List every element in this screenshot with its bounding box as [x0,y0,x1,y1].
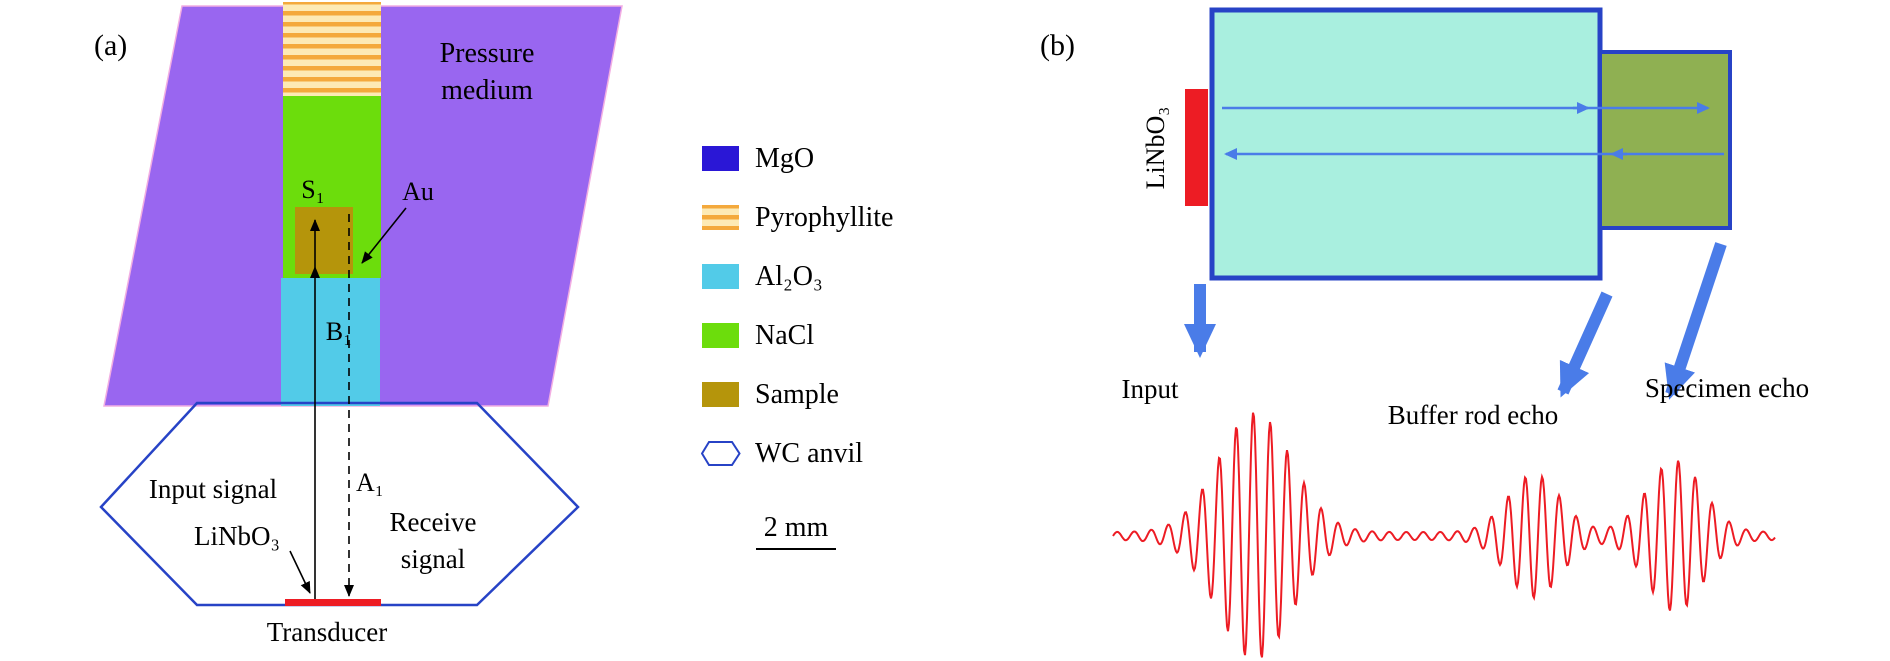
receive-signal-label-line2: signal [401,544,466,574]
pyrophyllite-block [283,2,381,96]
b1-label: B₁ [326,317,352,346]
wc-anvil-swatch-icon [701,441,741,466]
a1-label: A₁ [356,468,384,497]
wc-anvil-outline [99,401,580,607]
scale-bar: 2 mm [756,512,836,550]
nacl-swatch-icon [702,323,739,348]
linbo3-label-b: LiNbO₃ [1141,107,1170,190]
pyrophyllite-swatch-icon [702,205,739,230]
receive-signal-label-line1: Receive [390,507,477,537]
buffer-rod-echo-label: Buffer rod echo [1388,400,1558,430]
pressure-medium-label-line1: Pressure [440,38,535,69]
echo-waveform [1112,412,1776,658]
sample-swatch-icon [702,382,739,407]
legend-item-wc-anvil: WC anvil [701,438,893,469]
input-signal-label: Input signal [149,474,277,504]
wc-anvil-swatch-hexagon [701,441,741,466]
legend-label-nacl: NaCl [755,320,815,351]
legend-item-al2o3: Al₂O₃ [701,261,893,292]
pressure-medium-label-line2: medium [441,75,533,106]
pyrophyllite-swatch-rect [702,205,739,230]
panel-a-tag: (a) [94,29,127,62]
legend: MgO Pyrophyllite Al₂O₃ NaCl Sample [701,145,893,499]
al2o3-swatch-icon [702,264,739,289]
legend-label-wc-anvil: WC anvil [755,438,864,469]
au-pointer-line [361,207,407,264]
al2o3-swatch-rect [702,264,739,289]
au-label: Au [402,177,434,206]
scale-bar-label: 2 mm [763,512,829,543]
specimen-echo-label: Specimen echo [1645,373,1809,403]
legend-label-pyrophyllite: Pyrophyllite [755,202,894,233]
buffer-rod-echo-arrow [1557,291,1613,398]
panel-b-tag: (b) [1040,29,1075,62]
sample-block [295,207,353,274]
al2o3-block [281,278,380,406]
mgo-swatch-rect [702,146,739,171]
linbo3-transducer-bar [1185,89,1208,206]
input-label: Input [1122,374,1179,404]
panel-b: (b) LiNbO₃ Input Buffer rod echo Specime… [1040,7,1809,658]
specimen-block [1598,50,1732,230]
legend-item-pyrophyllite: Pyrophyllite [701,202,894,233]
specimen-echo-arrow [1664,242,1727,400]
buffer-rod [1209,7,1603,281]
transducer-label: Transducer [267,617,388,647]
legend-item-nacl: NaCl [701,320,893,351]
linbo3-label-a: LiNbO₃ [194,521,280,551]
nacl-swatch-rect [702,323,739,348]
legend-label-sample: Sample [755,379,839,410]
legend-label-mgo: MgO [755,143,815,174]
panel-a: (a) Pressure medium S₁ Au B₁ A₁ Input si… [94,2,623,647]
linbo3-pointer-line [289,550,311,594]
input-signal-arrowhead-foil [310,266,320,278]
legend-item-sample: Sample [701,379,893,410]
mgo-swatch-icon [702,146,739,171]
sample-swatch-rect [702,382,739,407]
transducer-bar [285,599,381,606]
s1-label: S₁ [301,175,325,204]
legend-label-al2o3: Al₂O₃ [755,261,823,292]
legend-item-mgo: MgO [701,143,893,174]
